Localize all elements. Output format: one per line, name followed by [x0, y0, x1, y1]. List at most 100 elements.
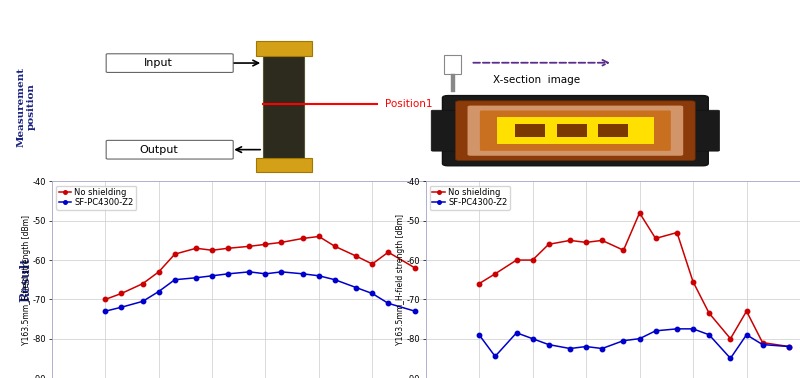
Text: E-field: E-field: [208, 8, 270, 25]
FancyBboxPatch shape: [694, 110, 719, 151]
SF-PC4300-Z2: [618, 338, 628, 343]
SF-PC4300-Z2: [598, 346, 607, 351]
Text: Measurement
position: Measurement position: [16, 67, 36, 147]
No shielding: [117, 291, 126, 296]
Bar: [444, 54, 461, 74]
Y-axis label: Y163.5mm_E-field strength [dBm]: Y163.5mm_E-field strength [dBm]: [22, 215, 31, 345]
No shielding: [512, 258, 522, 262]
No shielding: [170, 252, 179, 256]
No shielding: [704, 311, 714, 315]
SF-PC4300-Z2: [223, 271, 233, 276]
Text: Result: Result: [19, 257, 33, 302]
No shielding: [688, 279, 698, 284]
No shielding: [566, 238, 575, 243]
FancyBboxPatch shape: [106, 54, 233, 73]
No shielding: [261, 242, 270, 246]
No shielding: [367, 262, 377, 266]
Line: No shielding: No shielding: [103, 234, 417, 302]
SF-PC4300-Z2: [742, 333, 751, 337]
FancyBboxPatch shape: [431, 110, 458, 151]
No shielding: [528, 258, 538, 262]
No shielding: [726, 336, 735, 341]
FancyBboxPatch shape: [467, 105, 683, 156]
Bar: [497, 117, 654, 144]
SF-PC4300-Z2: [672, 327, 682, 331]
No shielding: [410, 266, 420, 270]
No shielding: [383, 250, 393, 254]
Line: No shielding: No shielding: [477, 211, 791, 349]
Bar: [256, 41, 312, 56]
SF-PC4300-Z2: [261, 271, 270, 276]
FancyBboxPatch shape: [442, 96, 708, 166]
SF-PC4300-Z2: [330, 277, 340, 282]
SF-PC4300-Z2: [650, 328, 660, 333]
Text: Input: Input: [144, 58, 173, 68]
No shielding: [618, 248, 628, 253]
SF-PC4300-Z2: [582, 344, 591, 349]
Line: SF-PC4300-Z2: SF-PC4300-Z2: [477, 327, 791, 361]
Bar: [256, 158, 312, 172]
Bar: [451, 74, 455, 92]
Bar: [263, 51, 304, 162]
SF-PC4300-Z2: [170, 277, 179, 282]
No shielding: [598, 238, 607, 243]
SF-PC4300-Z2: [544, 342, 554, 347]
SF-PC4300-Z2: [277, 270, 286, 274]
Y-axis label: Y163.5mm_H-field strength [dBm]: Y163.5mm_H-field strength [dBm]: [396, 214, 405, 345]
FancyBboxPatch shape: [480, 110, 671, 151]
SF-PC4300-Z2: [474, 333, 484, 337]
Text: H-field: H-field: [581, 8, 645, 25]
SF-PC4300-Z2: [490, 354, 500, 359]
FancyBboxPatch shape: [455, 101, 695, 161]
SF-PC4300-Z2: [207, 274, 217, 278]
SF-PC4300-Z2: [191, 276, 201, 280]
SF-PC4300-Z2: [138, 299, 147, 304]
SF-PC4300-Z2: [512, 330, 522, 335]
No shielding: [223, 246, 233, 251]
Bar: [515, 124, 546, 137]
No shielding: [245, 244, 254, 249]
SF-PC4300-Z2: [351, 285, 361, 290]
Bar: [557, 124, 586, 137]
SF-PC4300-Z2: [726, 356, 735, 361]
No shielding: [207, 248, 217, 253]
SF-PC4300-Z2: [688, 327, 698, 331]
No shielding: [650, 236, 660, 241]
No shielding: [742, 309, 751, 313]
Text: X-section  image: X-section image: [493, 75, 580, 85]
Text: Output: Output: [139, 145, 178, 155]
SF-PC4300-Z2: [528, 336, 538, 341]
No shielding: [330, 244, 340, 249]
SF-PC4300-Z2: [314, 274, 324, 278]
No shielding: [490, 271, 500, 276]
No shielding: [672, 230, 682, 235]
No shielding: [544, 242, 554, 246]
No shielding: [474, 281, 484, 286]
No shielding: [314, 234, 324, 239]
SF-PC4300-Z2: [383, 301, 393, 305]
Bar: [598, 124, 628, 137]
SF-PC4300-Z2: [367, 291, 377, 296]
Legend: No shielding, SF-PC4300-Z2: No shielding, SF-PC4300-Z2: [56, 186, 136, 210]
No shielding: [138, 281, 147, 286]
No shielding: [351, 254, 361, 259]
SF-PC4300-Z2: [101, 309, 110, 313]
No shielding: [785, 344, 794, 349]
SF-PC4300-Z2: [245, 270, 254, 274]
SF-PC4300-Z2: [117, 305, 126, 310]
No shielding: [758, 340, 767, 345]
No shielding: [101, 297, 110, 302]
No shielding: [582, 240, 591, 245]
SF-PC4300-Z2: [758, 342, 767, 347]
SF-PC4300-Z2: [634, 336, 644, 341]
SF-PC4300-Z2: [785, 344, 794, 349]
No shielding: [191, 246, 201, 251]
No shielding: [277, 240, 286, 245]
Text: Position1: Position1: [385, 99, 432, 109]
Line: SF-PC4300-Z2: SF-PC4300-Z2: [103, 270, 417, 313]
SF-PC4300-Z2: [298, 271, 308, 276]
SF-PC4300-Z2: [704, 333, 714, 337]
SF-PC4300-Z2: [566, 346, 575, 351]
No shielding: [154, 270, 163, 274]
SF-PC4300-Z2: [154, 289, 163, 294]
